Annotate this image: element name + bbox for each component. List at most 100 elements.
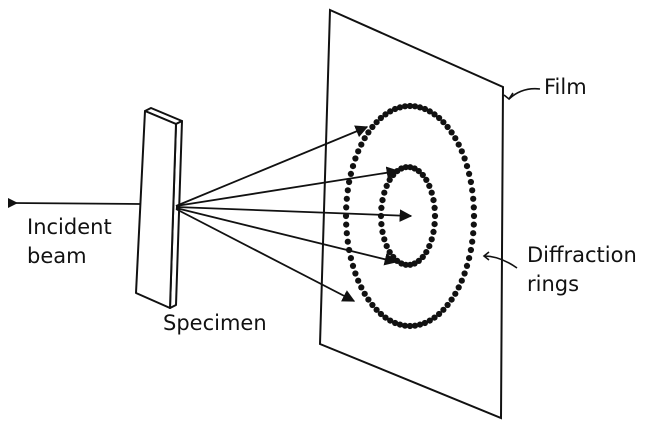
ring-dot [343,221,350,228]
ray-outer-bottom [175,208,356,302]
ring-dot [423,249,430,256]
rings-label: rings [527,272,580,296]
ring-dot [426,108,433,115]
ring-dot [466,170,473,177]
ring-dot [387,317,394,324]
ring-dot [419,253,426,261]
ring-dot [455,284,462,291]
ring-dot [373,119,380,126]
ring-dot [381,189,388,196]
ring-dot [466,255,473,262]
ring-dot [469,238,476,245]
ring-dot [411,322,419,329]
ring-dot [373,306,380,313]
ring-dot [358,284,365,291]
film-pointer [508,87,541,100]
ring-dot [416,321,424,328]
ring-dot [470,195,477,202]
film-label: Film [544,75,587,99]
ring-dot [431,204,438,211]
ring-dot [421,319,428,327]
ring-dot [416,104,424,111]
ring-dot [470,204,477,211]
ring-dot [396,104,404,111]
ring-dot [358,141,365,148]
ring-dot [467,246,474,254]
diffraction-ring-inner [377,164,439,268]
ring-dot [430,228,437,235]
ring-dot [344,238,351,245]
film-plate [318,8,505,420]
ring-dot [444,123,451,131]
ring-dot [461,270,468,277]
ring-dot [390,171,397,179]
ring-dot [470,212,478,220]
ring-dot [343,230,350,237]
ring-dot [452,290,459,297]
rings-pointer [483,255,518,269]
ring-dot [387,108,394,115]
incident-label: Incident [27,215,112,239]
ring-dot [394,257,401,264]
ring-dot [467,178,474,186]
ring-dot [349,163,357,170]
ring-dot [361,290,368,297]
ring-dot [426,243,433,250]
ring-dot [463,262,471,269]
ring-dot [347,170,354,177]
ring-dot [423,176,430,183]
ring-dot [436,114,443,122]
ring-dot [381,236,388,243]
ray-inner-top [175,166,400,207]
ring-dot [458,277,465,284]
ring-dot [386,249,393,256]
ring-dot [415,168,422,175]
ring-dot [470,230,477,237]
ring-dot [411,103,419,110]
ring-dot [379,197,386,204]
ring-dot [365,129,372,136]
ring-dot [355,148,362,155]
ring-dot [448,296,455,303]
ring-dot [343,195,350,202]
ring-dot [383,243,390,250]
ring-dot [382,314,389,321]
ring-dot [386,176,393,183]
ring-dot [390,253,397,261]
ring-dot [431,111,438,118]
ray-inner-bottom [175,207,398,266]
ring-dot [346,246,353,254]
ring-dot [431,314,438,321]
ring-dot [448,129,455,136]
ring-dot [392,319,399,327]
specimen-slab [135,107,183,309]
ring-dot [349,262,357,269]
ring-dot [342,212,350,220]
ring-dot [396,321,404,328]
ring-dot [377,114,384,122]
ring-dot [347,255,354,262]
ring-dot [461,155,468,162]
ring-dot [355,277,362,284]
ring-dot [431,212,439,220]
ring-dot [401,103,409,110]
ring-dot [440,119,447,126]
ring-dot [436,310,443,318]
ring-dot [440,306,447,313]
label-pointers [482,87,541,269]
diffracted-rays [175,125,413,302]
ring-dot [431,221,438,228]
ring-dot [470,221,477,228]
ring-dot [426,317,433,324]
ring-dot [469,187,476,194]
ring-dot [352,155,359,162]
diffraction-label: Diffraction [527,243,637,267]
ring-dot [365,296,372,303]
ring-dot [406,102,414,110]
ring-dot [407,261,414,268]
ray-outer-top [175,125,369,207]
ring-dot [401,322,409,329]
ring-dot [344,187,351,194]
ring-dot [428,236,435,243]
